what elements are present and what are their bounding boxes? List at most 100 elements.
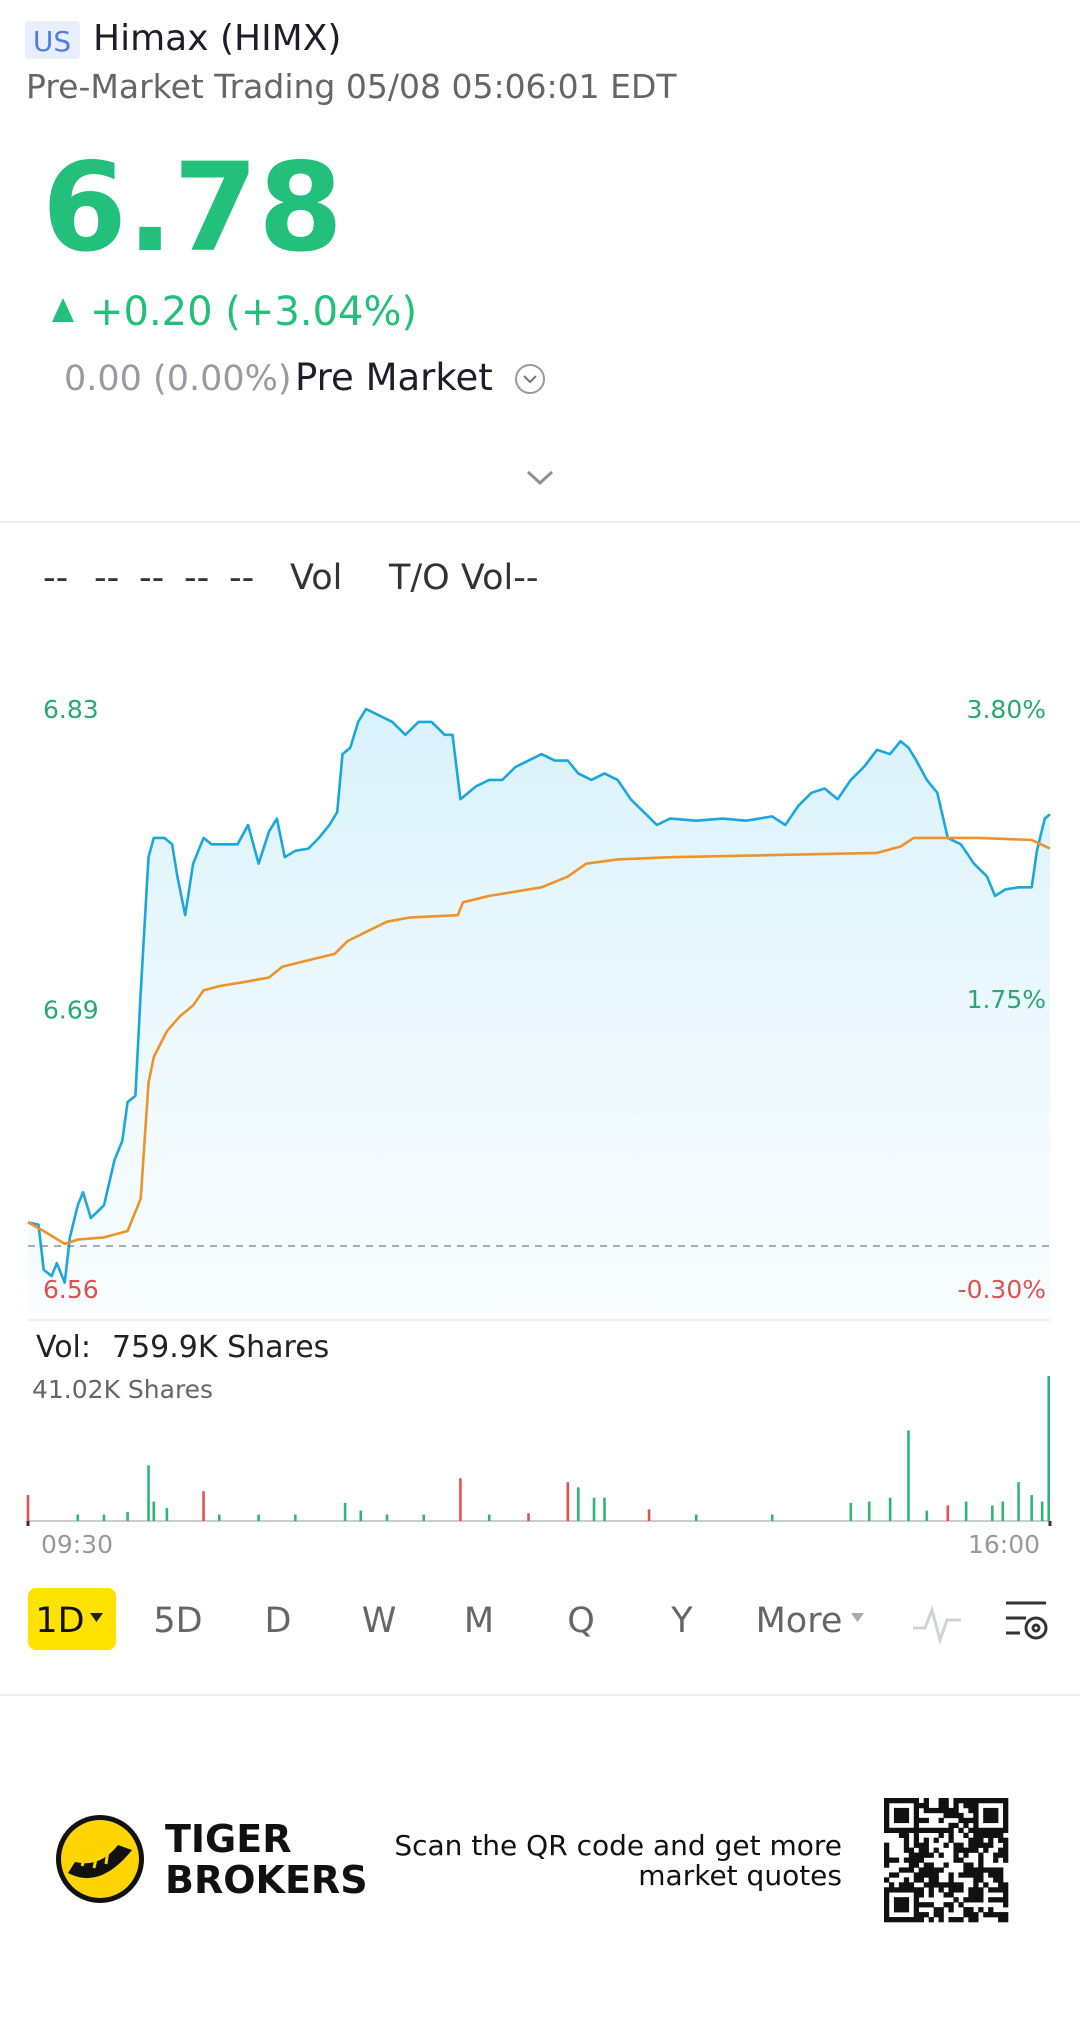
qr-cell <box>923 1847 929 1853</box>
qr-cell <box>913 1852 920 1858</box>
qr-cell <box>988 1812 994 1819</box>
volume-bar <box>343 1502 347 1521</box>
expand-chevron[interactable] <box>526 470 554 486</box>
qr-cell <box>953 1897 959 1903</box>
qr-cell <box>898 1798 905 1804</box>
qr-cell <box>958 1812 964 1819</box>
qr-cell <box>903 1817 910 1824</box>
period[interactable]: 1D <box>35 1601 84 1641</box>
qr-cell <box>998 1912 1004 1918</box>
volume-bar <box>925 1510 929 1521</box>
qr-cell <box>973 1867 979 1873</box>
qr-cell <box>928 1902 934 1908</box>
qr-cell <box>1003 1822 1009 1829</box>
status: Pre-Market Trading 05/08 05:06:01 EDT <box>26 67 677 106</box>
qr-cell <box>913 1907 920 1913</box>
session-dropdown[interactable] <box>515 364 545 394</box>
volume-bar <box>527 1513 530 1521</box>
price: 6.78 <box>42 137 343 279</box>
qr-cell <box>923 1798 929 1804</box>
qr-cell <box>993 1827 999 1834</box>
qr-cell <box>918 1902 924 1908</box>
qr-cell <box>933 1837 939 1843</box>
qr-cell <box>933 1912 939 1918</box>
qr-cell <box>988 1907 994 1913</box>
settings-icon[interactable] <box>1006 1601 1048 1640</box>
qr-cell <box>898 1832 905 1838</box>
qr-cell <box>884 1917 890 1923</box>
qr-cell <box>888 1917 895 1923</box>
qr-cell <box>933 1867 939 1873</box>
period[interactable]: 5D <box>153 1601 202 1641</box>
qr-cell <box>988 1837 994 1843</box>
qr-cell <box>963 1822 969 1829</box>
qr-cell <box>938 1887 944 1893</box>
qr-cell <box>898 1897 905 1903</box>
qr-cell <box>903 1857 910 1863</box>
qr-cell <box>913 1802 920 1809</box>
qr-cell <box>1003 1802 1009 1809</box>
y-tick-label: 6.83 <box>43 695 99 724</box>
qr-cell <box>884 1907 890 1913</box>
qr-cell <box>913 1807 920 1814</box>
qr-cell <box>913 1892 920 1898</box>
period[interactable]: Q <box>567 1601 595 1641</box>
qr-cell <box>918 1877 924 1883</box>
qr-cell <box>928 1807 934 1814</box>
qr-cell <box>938 1827 944 1834</box>
qr-cell <box>988 1798 994 1804</box>
qr-cell <box>993 1817 999 1824</box>
qr-cell <box>903 1832 910 1838</box>
qr-cell <box>948 1807 954 1814</box>
qr-cell <box>884 1812 890 1819</box>
qr-cell <box>953 1847 959 1853</box>
y2-tick-label: -0.30% <box>958 1275 1046 1304</box>
qr-cell <box>993 1812 999 1819</box>
volume-bar <box>991 1505 994 1521</box>
qr-cell <box>898 1902 905 1908</box>
qr-cell <box>923 1817 929 1824</box>
qr-cell <box>978 1862 984 1868</box>
qr-cell <box>893 1857 900 1863</box>
qr-cell <box>998 1798 1004 1804</box>
qr-cell <box>993 1887 999 1893</box>
volume-bar <box>566 1482 570 1521</box>
qr-cell <box>898 1817 905 1824</box>
qr-cell <box>948 1907 954 1913</box>
qr-cell <box>948 1822 954 1829</box>
qr-cell <box>1003 1892 1009 1898</box>
qr-cell <box>998 1882 1004 1888</box>
qr-cell <box>958 1882 964 1888</box>
indicator: -- <box>43 558 68 598</box>
qr-cell <box>993 1872 999 1878</box>
period-selected[interactable] <box>28 1588 116 1650</box>
more-caret <box>851 1613 864 1622</box>
qr-cell <box>958 1857 964 1863</box>
qr-cell <box>938 1917 944 1923</box>
period[interactable]: D <box>265 1601 292 1641</box>
qr-cell <box>918 1847 924 1853</box>
qr-cell <box>933 1872 939 1878</box>
period[interactable]: More <box>756 1601 843 1641</box>
qr-cell <box>893 1917 900 1923</box>
volume-bar <box>487 1514 491 1521</box>
qr-cell <box>908 1852 915 1858</box>
period[interactable]: Y <box>670 1601 693 1641</box>
qr-cell <box>918 1917 924 1923</box>
qr-cell <box>968 1817 974 1824</box>
indicator-icon[interactable] <box>913 1605 961 1646</box>
qr-cell <box>884 1912 890 1918</box>
period[interactable]: W <box>362 1601 397 1641</box>
qr-cell <box>963 1847 969 1853</box>
qr-cell <box>998 1887 1004 1893</box>
qr-cell <box>893 1798 900 1804</box>
qr-cell <box>978 1798 984 1804</box>
qr-cell <box>903 1807 910 1814</box>
qr-cell <box>938 1912 944 1918</box>
qr-cell <box>988 1827 994 1834</box>
qr-cell <box>884 1802 890 1809</box>
qr-cell <box>903 1827 910 1834</box>
market-badge <box>25 21 80 59</box>
period[interactable]: M <box>464 1601 494 1641</box>
qr-cell <box>983 1827 989 1834</box>
